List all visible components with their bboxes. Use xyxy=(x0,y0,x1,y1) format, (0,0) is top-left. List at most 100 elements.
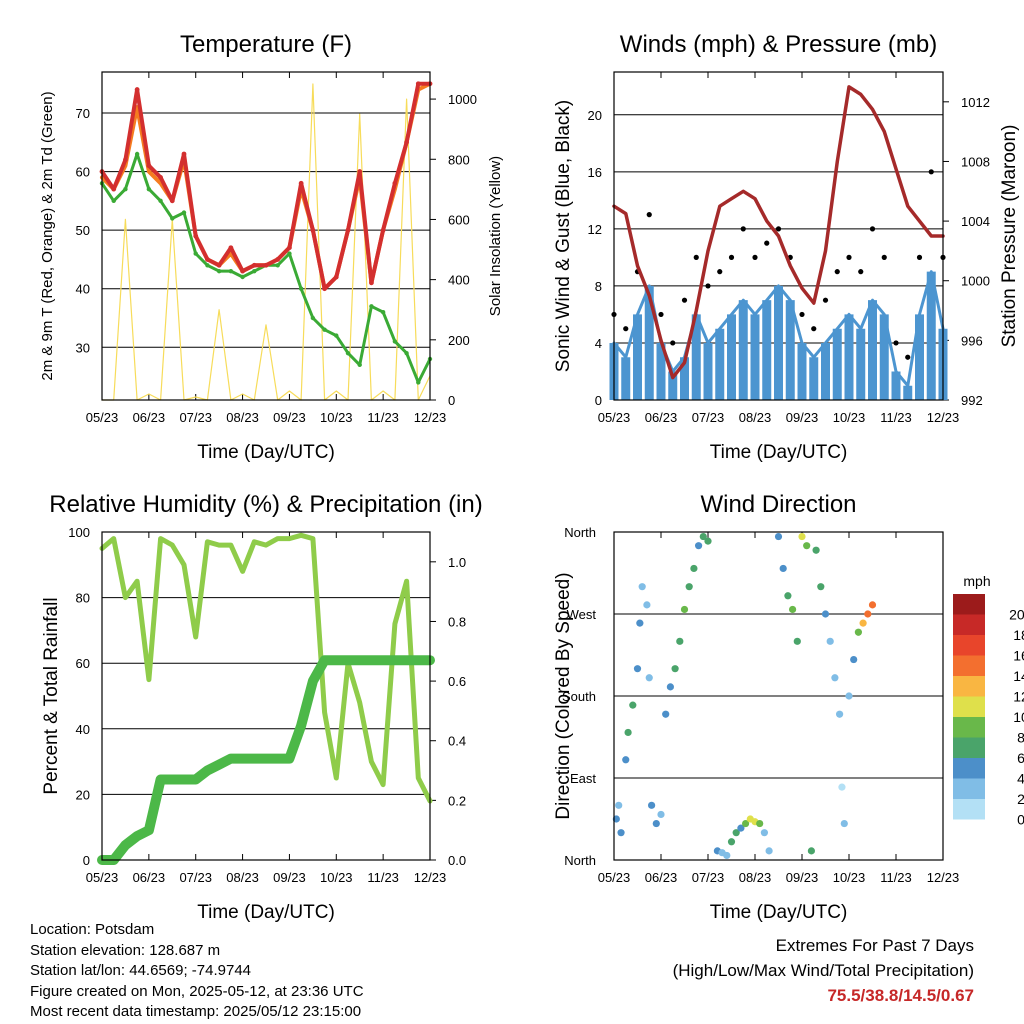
panel-2-border xyxy=(101,531,431,861)
x-tick-label: 05/23 xyxy=(86,870,119,885)
x-tick-label: 09/23 xyxy=(273,410,306,425)
direction-point xyxy=(624,728,632,737)
x-tick-label: 10/23 xyxy=(833,410,866,425)
dewpoint-line-point xyxy=(228,268,234,274)
direction-point xyxy=(676,637,684,645)
direction-point xyxy=(648,801,656,809)
temp-2m-line-point xyxy=(123,157,128,163)
dewpoint-line-point xyxy=(369,304,374,309)
gust-point xyxy=(658,311,664,318)
panel-3-xlabel: Time (Day/UTC) xyxy=(710,902,848,923)
x-tick-label: 07/23 xyxy=(179,870,212,885)
colorbar-label: 10 xyxy=(1013,709,1024,725)
y-tick-label: 20 xyxy=(76,787,90,802)
x-tick-label: 06/23 xyxy=(133,870,166,885)
gust-point xyxy=(764,240,770,246)
y-tick-label: 4 xyxy=(595,336,602,351)
panel-3-ylabel: Direction (Colored By Speed) xyxy=(553,572,574,819)
dewpoint-line-point xyxy=(380,309,386,315)
y2-tick-label: 1012 xyxy=(961,95,990,110)
direction-point xyxy=(807,847,816,855)
y-tick-label: 0 xyxy=(595,393,602,408)
direction-point xyxy=(793,637,801,645)
x-tick-label: 08/23 xyxy=(739,870,772,885)
y2-tick-label: 800 xyxy=(448,152,470,167)
dewpoint-line-point xyxy=(205,263,210,268)
panel-1-border xyxy=(613,71,944,401)
gust-point xyxy=(893,340,899,346)
direction-point xyxy=(868,601,877,609)
colorbar-title: mph xyxy=(963,573,990,589)
colorbar-swatch xyxy=(953,635,985,656)
direction-point xyxy=(615,801,623,809)
direction-point xyxy=(622,756,630,764)
colorbar-swatch xyxy=(953,594,985,615)
temp-2m-line-point xyxy=(298,180,304,186)
x-tick-label: 09/23 xyxy=(786,870,819,885)
y-tick-label: North xyxy=(564,525,596,540)
dewpoint-line-point xyxy=(404,350,409,356)
elevation-text: Station elevation: 128.687 m xyxy=(30,941,221,959)
panel-2-title: Relative Humidity (%) & Precipitation (i… xyxy=(49,491,482,518)
y-tick-label: 50 xyxy=(76,223,90,238)
x-tick-label: 11/23 xyxy=(367,870,399,885)
gust-point xyxy=(775,226,782,232)
dewpoint-line-point xyxy=(310,315,316,321)
dewpoint-line-point xyxy=(216,268,222,274)
y-tick-label: 60 xyxy=(76,656,90,671)
direction-point xyxy=(742,819,750,828)
temp-2m-line-point xyxy=(275,257,281,262)
x-tick-label: 05/23 xyxy=(86,410,119,425)
direction-point xyxy=(831,674,839,682)
temp-2m-line-point xyxy=(240,268,245,274)
direction-point xyxy=(850,655,858,664)
y2-tick-label: 1004 xyxy=(961,214,990,229)
panel-1-title: Winds (mph) & Pressure (mb) xyxy=(620,31,937,58)
dewpoint-line-point xyxy=(240,274,245,280)
gust-point xyxy=(646,212,652,218)
x-tick-label: 09/23 xyxy=(273,870,306,885)
direction-point xyxy=(699,532,707,541)
temp-2m-line-point xyxy=(287,245,292,251)
direction-point xyxy=(812,546,820,554)
direction-point xyxy=(826,637,834,645)
colorbar-label: 18 xyxy=(1013,627,1024,643)
temp-2m-line-point xyxy=(205,257,210,262)
colorbar-swatch xyxy=(953,758,985,779)
created-text: Figure created on Mon, 2025-05-12, at 23… xyxy=(30,982,364,1000)
x-tick-label: 05/23 xyxy=(598,410,631,425)
gust-point xyxy=(799,311,805,318)
y-tick-label: 70 xyxy=(76,106,90,121)
gust-point xyxy=(869,226,876,232)
colorbar-swatch xyxy=(953,737,985,758)
direction-point xyxy=(617,829,625,837)
panel-1-xlabel: Time (Day/UTC) xyxy=(710,442,848,463)
temp-2m-line-point xyxy=(322,286,327,292)
x-tick-label: 06/23 xyxy=(645,870,678,885)
direction-point xyxy=(704,537,712,545)
direction-point xyxy=(633,665,642,673)
dewpoint-line-point xyxy=(123,186,128,192)
location-text: Location: Potsdam xyxy=(30,921,155,938)
panel-3-border xyxy=(613,531,944,861)
direction-point xyxy=(680,605,689,614)
x-tick-label: 12/23 xyxy=(414,410,447,425)
panel-0-border xyxy=(101,71,431,401)
gust-point xyxy=(811,326,817,332)
y2-tick-label: 0.0 xyxy=(448,853,466,868)
dewpoint-line-point xyxy=(334,333,339,338)
x-tick-label: 12/23 xyxy=(414,870,447,885)
colorbar-swatch xyxy=(953,676,985,697)
temp-2m-line-point xyxy=(415,81,421,87)
direction-point xyxy=(803,542,811,550)
direction-point xyxy=(789,605,797,614)
dewpoint-line-point xyxy=(275,263,280,268)
x-tick-label: 11/23 xyxy=(880,870,912,885)
y-tick-label: East xyxy=(570,771,596,786)
direction-point xyxy=(845,692,853,700)
y2-tick-label: 600 xyxy=(448,212,470,227)
colorbar-label: 0 xyxy=(1017,812,1024,828)
direction-point xyxy=(652,819,660,828)
x-tick-label: 11/23 xyxy=(880,410,912,425)
gust-point xyxy=(928,169,934,175)
